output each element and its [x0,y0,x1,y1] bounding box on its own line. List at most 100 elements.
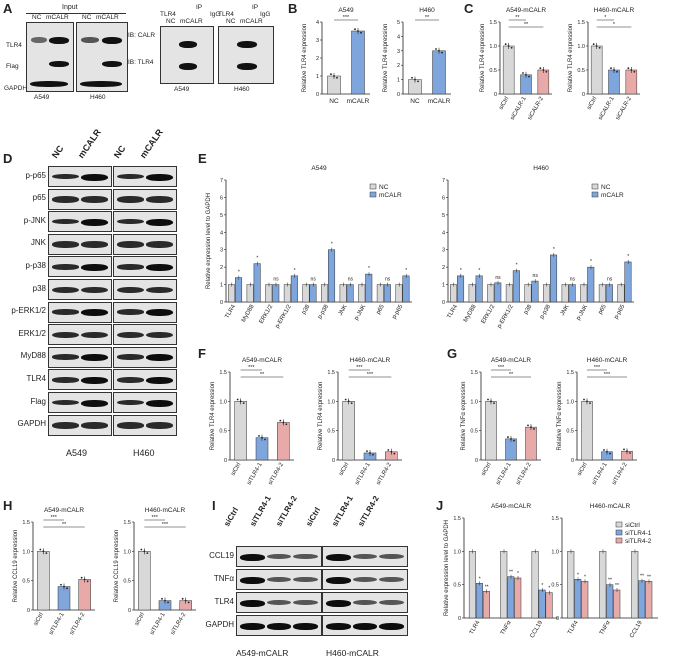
data-point [366,450,368,453]
bar [358,284,366,303]
x-tick-label: siTLR4-1 [246,461,264,486]
y-tick-label: 1.5 [551,516,559,522]
x-tick-label: TLR4 [469,619,482,635]
x-tick-label: siTLR4-2 [268,461,286,486]
x-tick-label: siTLR4-2 [611,461,629,486]
blot-band [240,622,265,630]
y-tick-label: 0 [571,458,574,464]
bar [475,583,483,619]
sig-mark: ** [509,570,513,576]
chart-title: H460-mCALR [145,507,186,514]
bar [587,266,595,303]
y-tick-label: 1.5 [123,520,131,526]
blot-band [352,576,378,582]
bar [482,591,490,619]
blot-band [352,599,378,605]
y-tick-label: 1.5 [22,520,30,526]
blot-strip [48,279,112,300]
data-point [533,428,535,430]
blot-strip [48,233,112,255]
x-tick-label: TLR4 [224,303,237,319]
blot-band [293,576,318,582]
blot-band [146,422,173,429]
data-point [372,453,374,456]
ib-calr-label: IB: CALR [128,32,156,39]
sig-mark: ns [570,277,576,283]
x-tick-label: siCtrl [134,612,146,627]
legend-label: siCtrl [625,522,640,529]
bar [255,437,269,461]
y-tick-label: 0.5 [327,429,335,435]
sig-mark: *** [604,372,611,378]
blot-row-label: MyD88 [20,351,46,361]
blot-band [117,422,144,429]
data-point [60,583,62,586]
y-tick-label: 1.0 [551,549,559,555]
sig-mark: * [238,270,240,276]
y-tick-label: 0.5 [219,429,227,435]
data-point [258,435,260,437]
data-point [357,30,359,32]
y-tick-label: 0 [556,616,559,622]
sig-mark: *** [248,365,255,371]
y-tick-label: 0.5 [453,583,461,589]
data-point [164,599,166,602]
blot-band [379,599,404,605]
sig-mark: ns [273,277,279,283]
blot-row-label: p-p38 [25,260,46,270]
data-point [354,28,356,31]
data-point [586,400,588,403]
data-point [510,437,512,440]
blot-band [146,263,173,271]
blot-strip [48,346,112,368]
data-point [626,450,628,453]
chart-title: A549-mCALR [242,357,282,364]
x-tick-label: siTLR4-1 [495,461,513,486]
x-tick-label: siCALR-1 [598,95,616,121]
data-point [583,398,585,401]
data-point [633,70,636,73]
bar [538,589,546,619]
sig-mark: *** [343,15,350,21]
x-tick-label: siCALR-2 [615,95,633,121]
chart-title: H460 [533,165,549,172]
bar [432,50,446,95]
sig-mark: ** [485,584,489,590]
y-tick-label: 1.0 [453,549,461,555]
bar [507,576,515,619]
cell-i-1: A549-mCALR [236,648,289,658]
bar [302,284,310,303]
blot-strip [236,569,322,590]
row-a-tlr4: TLR4 [6,42,22,49]
blot-band [81,286,108,294]
sig-mark: * [478,268,480,274]
blot-band [52,241,79,248]
y-tick-label: 2 [316,56,319,62]
y-tick-label: 1 [220,283,223,289]
sig-mark: * [405,268,407,274]
bar [568,284,576,303]
panel-label-g: G [447,346,458,361]
chart-title: A549-mCALR [506,7,546,14]
blot-strip [113,256,177,278]
blot-row-label: TLR4 [26,373,46,383]
y-tick-label: 0.5 [22,579,30,585]
legend-swatch [369,191,377,198]
y-axis-label: Relative TNFα expression [557,381,563,450]
y-tick-label: 3 [220,248,223,254]
blot-row-label: p38 [32,283,46,293]
data-point [522,72,524,74]
x-tick-label: p-ERK1/2 [275,303,294,329]
data-point [627,67,630,70]
bar [505,438,517,461]
chart-title: A549-mCALR [491,503,531,510]
y-tick-label: 1 [316,74,319,80]
y-tick-label: 6 [220,195,223,201]
bar [339,284,347,303]
data-point [490,400,492,403]
blot-band [240,599,265,607]
x-tick-label: ERK1/2 [481,303,497,324]
y-tick-label: 1.0 [566,399,574,405]
bar [309,284,317,303]
bar [321,284,329,303]
